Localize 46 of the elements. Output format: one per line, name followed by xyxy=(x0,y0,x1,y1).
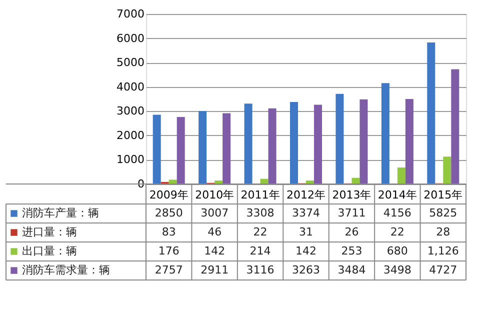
data-label: 3007 xyxy=(200,206,229,220)
data-label: 3498 xyxy=(383,264,412,276)
legend-label: 出口量：辆 xyxy=(22,244,77,258)
data-label: 680 xyxy=(386,244,408,258)
data-label: 2757 xyxy=(154,264,183,276)
data-label: 22 xyxy=(253,226,268,238)
data-label: 142 xyxy=(204,244,226,258)
x-tick-label: 2014年 xyxy=(378,188,417,202)
data-label: 4156 xyxy=(383,206,412,220)
x-tick-label: 2011年 xyxy=(240,188,280,202)
y-tick-label: 2000 xyxy=(116,128,144,142)
x-tick-label: 2009年 xyxy=(149,188,188,202)
data-label: 2911 xyxy=(200,264,229,276)
data-label: 1,126 xyxy=(427,244,459,258)
data-label: 46 xyxy=(208,226,222,238)
data-label: 3116 xyxy=(246,264,274,276)
y-tick-label: 6000 xyxy=(116,32,144,45)
data-label: 176 xyxy=(158,244,180,258)
x-tick-label: 2013年 xyxy=(332,188,372,202)
legend-label: 消防车产量：辆 xyxy=(22,206,99,220)
data-label: 3263 xyxy=(292,264,320,276)
x-tick-label: 2012年 xyxy=(286,188,326,202)
data-label: 3374 xyxy=(292,206,320,220)
data-label: 253 xyxy=(341,244,362,258)
data-label: 214 xyxy=(250,244,271,258)
data-label: 2850 xyxy=(154,206,183,220)
data-label: 5825 xyxy=(429,206,458,220)
data-label: 22 xyxy=(390,226,404,238)
x-tick-label: 2015年 xyxy=(424,188,463,202)
y-tick-label: 7000 xyxy=(116,8,144,20)
y-tick-label: 4000 xyxy=(116,80,144,94)
x-tick-label: 2010年 xyxy=(195,188,234,202)
legend-label: 消防车需求量：辆 xyxy=(22,264,110,276)
data-label: 3484 xyxy=(338,264,366,276)
data-label: 31 xyxy=(299,226,313,238)
data-label: 142 xyxy=(296,244,316,258)
data-label: 28 xyxy=(436,226,450,238)
y-tick-label: 3000 xyxy=(116,104,144,118)
y-tick-label: 5000 xyxy=(116,56,144,70)
data-label: 26 xyxy=(344,226,359,238)
data-label: 3711 xyxy=(338,206,366,220)
data-label: 4727 xyxy=(429,264,458,276)
y-tick-label: 1000 xyxy=(116,153,144,166)
data-label: 3308 xyxy=(246,206,274,220)
data-label: 83 xyxy=(162,226,176,238)
legend-label: 进口量：辆 xyxy=(22,226,77,238)
